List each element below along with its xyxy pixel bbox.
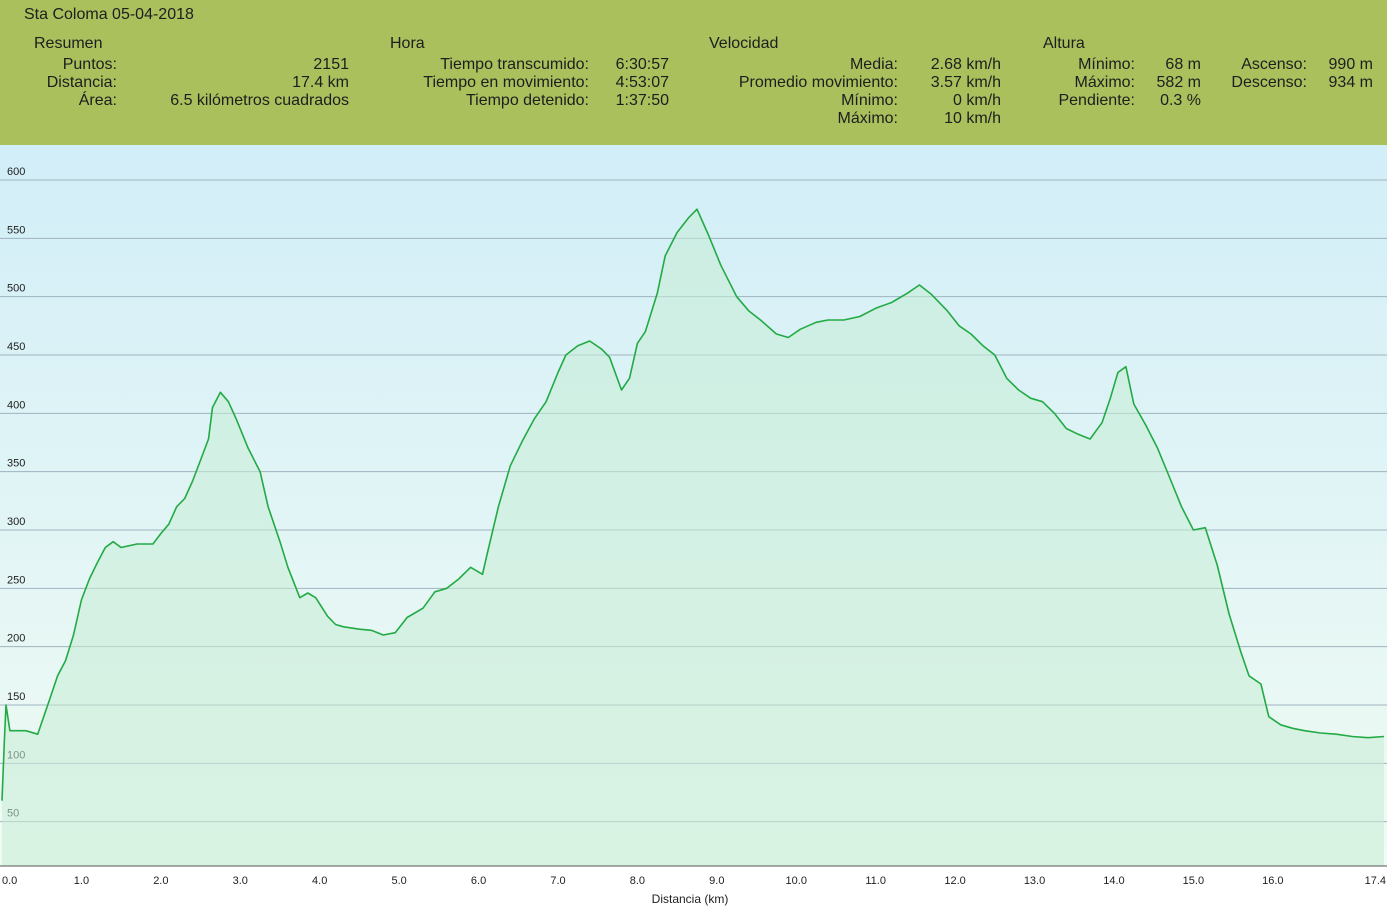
transcurrido-value: 6:30:57 [615,56,669,73]
alt-minimo-label: Mínimo: [1078,56,1135,73]
x-tick-label: 0.0 [2,875,17,887]
y-tick-label: 300 [7,516,25,528]
media-label: Media: [849,56,898,73]
descenso-label: Descenso: [1231,74,1307,91]
distancia-value: 17.4 km [292,74,349,91]
vel-maximo-label: Máximo: [837,110,898,127]
x-tick-label: 16.0 [1262,875,1283,887]
summary-header: Sta Coloma 05-04-2018 Resumen Puntos: 21… [0,0,1387,145]
x-tick-label: 15.0 [1183,875,1204,887]
area-label: Área: [78,92,117,109]
x-tick-label: 11.0 [865,875,886,887]
x-tick-label: 6.0 [471,875,486,887]
hora-heading: Hora [390,35,425,52]
movimiento-value: 4:53:07 [615,74,669,91]
velocidad-heading: Velocidad [709,35,779,52]
y-tick-label: 450 [7,341,25,353]
media-value: 2.68 km/h [930,56,1001,73]
x-tick-label: 2.0 [153,875,168,887]
x-tick-label: 10.0 [786,875,807,887]
promedio-value: 3.57 km/h [930,74,1001,91]
y-tick-label: 550 [7,224,25,236]
promedio-label: Promedio movimiento: [738,74,898,91]
alt-maximo-value: 582 m [1156,74,1201,91]
y-tick-label: 350 [7,458,25,470]
x-tick-label: 12.0 [944,875,965,887]
descenso-value: 934 m [1328,74,1373,91]
y-tick-label: 250 [7,574,25,586]
track-title: Sta Coloma 05-04-2018 [24,6,194,23]
altura-heading: Altura [1043,35,1085,52]
alt-minimo-value: 68 m [1165,56,1201,73]
distancia-label: Distancia: [46,74,117,91]
vel-maximo-value: 10 km/h [944,110,1001,127]
elevation-chart: 50100150200250300350400450500550600 0.01… [0,145,1387,906]
pendiente-value: 0.3 % [1160,92,1201,109]
x-tick-label: 9.0 [709,875,724,887]
elevation-area [2,209,1384,866]
x-tick-labels: 0.0 1.0 2.0 3.0 4.0 5.0 6.0 7.0 8.0 9.0 10.0 11.0 12… [2,875,1386,887]
detenido-value: 1:37:50 [615,92,669,109]
puntos-value: 2151 [313,56,349,73]
x-tick-label: 1.0 [74,875,89,887]
vel-minimo-value: 0 km/h [952,92,1001,109]
x-tick-label: 14.0 [1103,875,1124,887]
movimiento-label: Tiempo en movimiento: [423,74,589,91]
y-tick-label: 150 [7,691,25,703]
y-tick-label: 500 [7,283,25,295]
x-tick-label: 13.0 [1024,875,1045,887]
pendiente-label: Pendiente: [1058,92,1135,109]
detenido-label: Tiempo detenido: [465,92,589,109]
resumen-heading: Resumen [34,35,103,52]
x-tick-label: 4.0 [312,875,327,887]
x-tick-label: 7.0 [550,875,565,887]
elevation-line [1,208,1385,801]
vel-minimo-label: Mínimo: [841,92,898,109]
y-tick-label: 400 [7,399,25,411]
x-tick-label: 17.4 [1365,875,1386,887]
area-value: 6.5 kilómetros cuadrados [170,92,349,109]
ascenso-value: 990 m [1328,56,1373,73]
y-tick-label: 600 [7,166,25,178]
alt-maximo-label: Máximo: [1074,74,1135,91]
x-tick-label: 8.0 [630,875,645,887]
y-tick-label: 200 [7,633,25,645]
transcurrido-label: Tiempo transcumido: [440,56,589,73]
x-tick-label: 5.0 [391,875,406,887]
ascenso-label: Ascenso: [1241,56,1307,73]
x-axis-title: Distancia (km) [652,892,729,906]
puntos-label: Puntos: [62,56,117,73]
x-tick-label: 3.0 [233,875,248,887]
